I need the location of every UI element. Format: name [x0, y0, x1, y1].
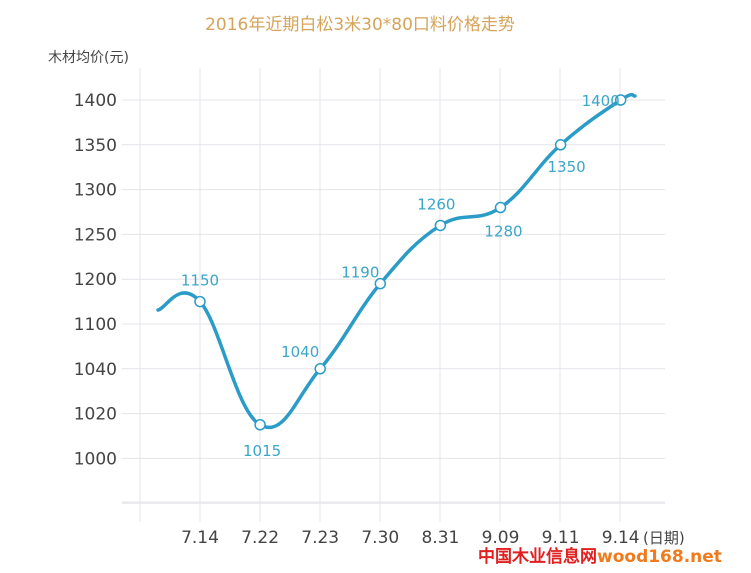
y-tick-label: 1200 — [74, 270, 117, 290]
data-point — [194, 295, 206, 308]
data-label: 1190 — [341, 264, 379, 282]
y-tick-label: 1350 — [74, 136, 117, 156]
y-tick-label: 1040 — [74, 360, 117, 380]
x-tick-label: 7.14 — [181, 528, 219, 548]
data-point — [314, 363, 326, 375]
y-tick-label: 1300 — [74, 181, 117, 201]
data-point — [614, 94, 627, 106]
x-axis-label: (日期) — [643, 529, 685, 547]
x-axis-ticks: 7.14 7.22 7.23 7.30 8.31 9.09 9.11 9.14 — [181, 528, 640, 548]
y-tick-label: 1250 — [74, 225, 117, 245]
y-axis-ticks: 1400 1350 1300 1250 1200 1100 1040 1020 1000 — [74, 91, 117, 469]
price-line — [156, 92, 637, 429]
y-tick-label: 1400 — [74, 91, 117, 111]
gridlines — [122, 68, 665, 522]
y-tick-label: 1020 — [74, 405, 117, 425]
data-point — [254, 419, 266, 431]
data-label: 1150 — [181, 272, 219, 290]
x-tick-label: 9.09 — [482, 528, 520, 548]
x-tick-label: 9.11 — [542, 528, 580, 548]
x-tick-label: 8.31 — [421, 528, 459, 548]
x-tick-label: 7.23 — [301, 528, 339, 548]
data-point — [494, 201, 507, 214]
data-point — [374, 277, 387, 290]
data-point — [434, 219, 447, 232]
x-tick-label: 7.30 — [361, 528, 399, 548]
y-tick-label: 1100 — [74, 315, 117, 335]
watermark-chinese: 中国木业信息网 — [478, 546, 597, 567]
data-labels: 1150 1015 1040 1190 1260 1280 1350 1400 — [181, 92, 620, 460]
watermark: 中国木业信息网wood168.net — [478, 546, 722, 567]
data-label: 1260 — [417, 195, 455, 213]
data-points — [194, 94, 627, 431]
x-tick-label: 7.22 — [241, 528, 279, 548]
chart-title: 2016年近期白松3米30*80口料价格走势 — [205, 15, 515, 35]
data-label: 1400 — [582, 92, 620, 110]
data-label: 1350 — [548, 158, 586, 176]
data-label: 1015 — [243, 442, 281, 460]
watermark-domain: wood168.net — [597, 547, 722, 567]
data-label: 1280 — [484, 223, 522, 241]
y-tick-label: 1000 — [74, 449, 117, 469]
data-point — [554, 139, 567, 151]
y-axis-label: 木材均价(元) — [48, 50, 129, 66]
data-label: 1040 — [281, 343, 319, 361]
x-tick-label: 9.14 — [602, 528, 640, 548]
